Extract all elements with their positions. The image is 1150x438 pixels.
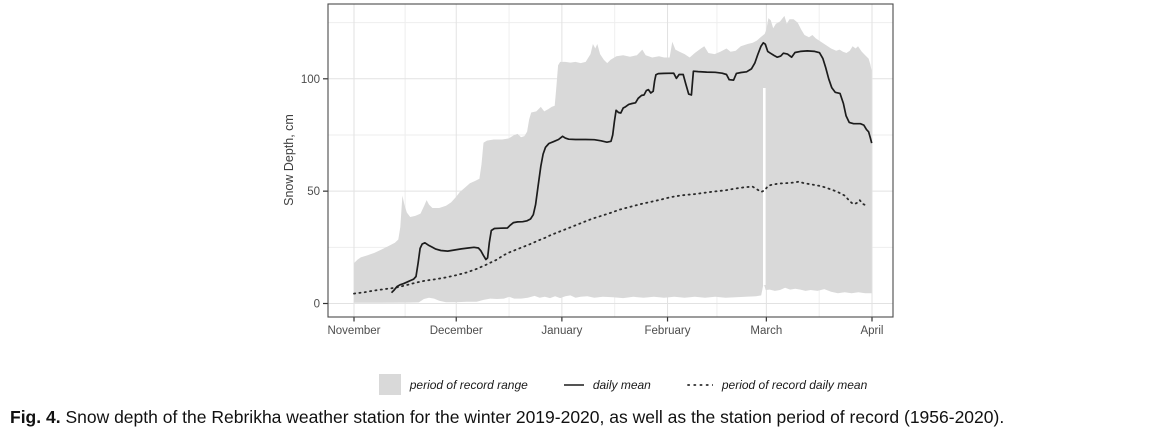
dotted-line-sample-icon bbox=[686, 383, 713, 386]
x-tick-label: March bbox=[750, 325, 782, 337]
legend-label-daily-mean: daily mean bbox=[592, 377, 651, 392]
y-tick-label: 0 bbox=[314, 299, 320, 311]
daily-mean-line bbox=[390, 41, 873, 294]
record-range-swatch bbox=[378, 374, 401, 395]
figure-caption-label: Fig. 4. bbox=[10, 407, 61, 427]
x-tick-label: April bbox=[860, 325, 883, 337]
chart-svg: 0 50 100 November December January February Mar… bbox=[282, 3, 894, 337]
ribbon-gap-feb29 bbox=[763, 88, 766, 285]
x-tick-label: February bbox=[645, 325, 691, 337]
figure-caption-text: Snow depth of the Rebrikha weather stati… bbox=[65, 407, 1005, 427]
legend-item-record-daily-mean: period of record daily mean bbox=[686, 377, 868, 392]
snow-depth-chart: 0 50 100 November December January February Mar… bbox=[282, 3, 894, 337]
panel-border bbox=[327, 3, 894, 318]
legend-item-daily-mean: daily mean bbox=[563, 377, 651, 392]
solid-line-sample-icon bbox=[563, 383, 584, 386]
legend-label-record-daily-mean: period of record daily mean bbox=[721, 377, 868, 392]
y-tick-label: 100 bbox=[301, 74, 320, 86]
record-range-ribbon bbox=[354, 15, 872, 303]
record-daily-mean-line bbox=[353, 180, 869, 295]
legend-item-record-range: period of record range bbox=[378, 374, 528, 395]
x-tick-label: January bbox=[541, 325, 582, 337]
figure-caption: Fig. 4. Snow depth of the Rebrikha weath… bbox=[10, 405, 1146, 430]
y-axis-title: Snow Depth, cm bbox=[282, 114, 296, 206]
x-tick-label: December bbox=[430, 325, 483, 337]
chart-legend: period of record range daily mean period… bbox=[48, 374, 1150, 395]
y-tick-label: 50 bbox=[307, 186, 320, 198]
legend-label-record-range: period of record range bbox=[409, 377, 528, 392]
x-tick-label: November bbox=[327, 325, 380, 337]
